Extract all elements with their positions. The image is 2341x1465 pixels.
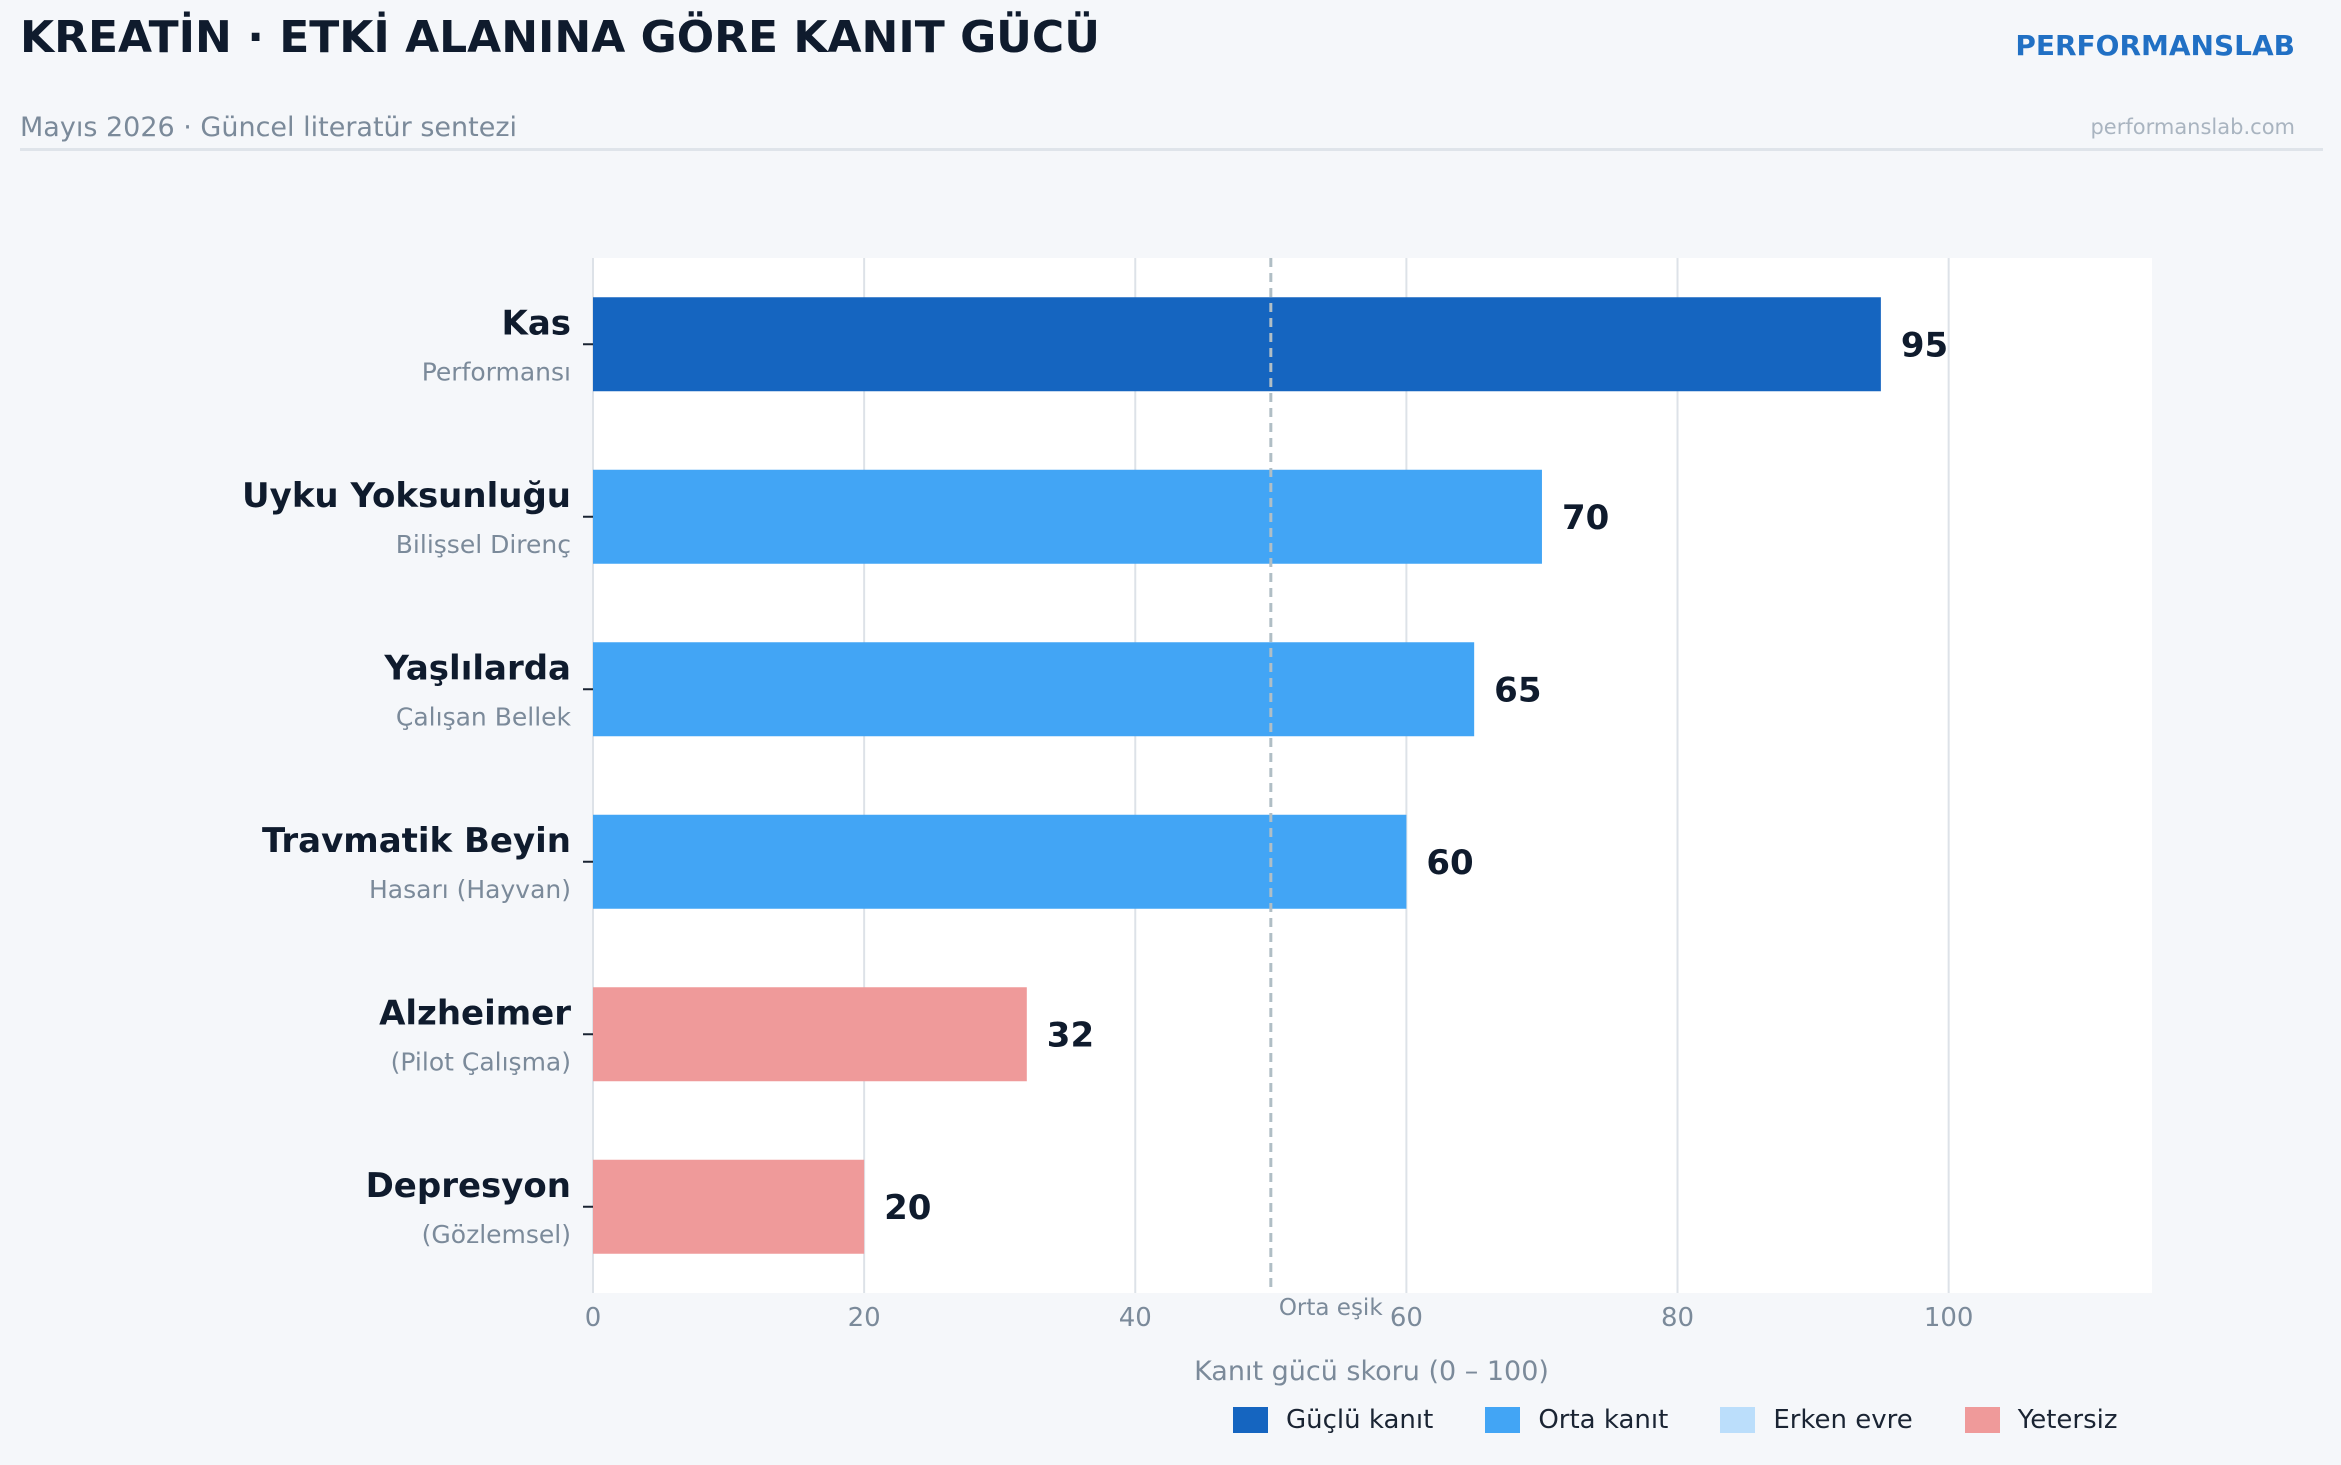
- chart-title: KREATİN · ETKİ ALANINA GÖRE KANIT GÜCÜ: [20, 12, 1100, 63]
- bar-5: [593, 987, 1027, 1082]
- category-sublabel-6: (Gözlemsel): [422, 1220, 571, 1249]
- category-sublabel-4: Hasarı (Hayvan): [369, 875, 571, 904]
- bar-4: [593, 814, 1407, 909]
- x-tick-label-20: 20: [848, 1303, 881, 1333]
- value-label-6: 20: [884, 1188, 931, 1228]
- chart-legend: Güçlü kanıt Orta kanıt Erken evre Yeters…: [1233, 1402, 2118, 1438]
- legend-item-insufficient: Yetersiz: [1964, 1405, 2118, 1435]
- legend-swatch-insufficient: [1964, 1407, 2000, 1433]
- legend-swatch-early: [1720, 1407, 1756, 1433]
- legend-swatch-moderate: [1485, 1407, 1521, 1433]
- brand-logo: PERFORMANSLAB: [2015, 29, 2295, 62]
- x-axis-title: Kanıt gücü skoru (0 – 100): [1194, 1356, 1549, 1387]
- category-label-4: Travmatik Beyin: [262, 821, 571, 861]
- value-label-2: 70: [1562, 498, 1609, 538]
- value-label-3: 65: [1494, 670, 1541, 710]
- threshold-label: Orta eşik: [1279, 1295, 1384, 1321]
- value-label-1: 95: [1901, 325, 1948, 365]
- x-tick-label-60: 60: [1390, 1303, 1423, 1333]
- legend-swatch-strong: [1233, 1407, 1268, 1433]
- x-tick-label-0: 0: [585, 1303, 602, 1333]
- category-label-1: Kas: [501, 303, 571, 343]
- bar-2: [593, 469, 1542, 564]
- category-label-3: Yaşlılarda: [383, 648, 571, 688]
- category-sublabel-3: Çalışan Bellek: [396, 702, 572, 731]
- x-tick-label-100: 100: [1924, 1303, 1974, 1333]
- category-sublabel-1: Performansı: [422, 357, 571, 386]
- value-label-4: 60: [1426, 843, 1473, 883]
- chart-subtitle: Mayıs 2026 · Güncel literatür sentezi: [20, 112, 518, 143]
- legend-label-insufficient: Yetersiz: [2017, 1405, 2118, 1435]
- value-label-5: 32: [1047, 1015, 1094, 1055]
- legend-item-strong: Güçlü kanıt: [1233, 1405, 1433, 1435]
- bar-1: [593, 297, 1881, 392]
- category-label-6: Depresyon: [366, 1166, 571, 1206]
- x-tick-label-80: 80: [1661, 1303, 1694, 1333]
- plot-area: [593, 258, 2152, 1293]
- bar-6: [593, 1159, 865, 1254]
- category-label-5: Alzheimer: [379, 993, 571, 1033]
- bar-3: [593, 642, 1475, 737]
- brand-url: performanslab.com: [2090, 115, 2295, 139]
- category-sublabel-2: Bilişsel Direnç: [396, 530, 571, 559]
- legend-item-early: Erken evre: [1720, 1405, 1913, 1435]
- header-divider: [20, 148, 2323, 151]
- category-label-2: Uyku Yoksunluğu: [242, 476, 571, 516]
- category-sublabel-5: (Pilot Çalışma): [391, 1047, 571, 1076]
- legend-label-moderate: Orta kanıt: [1538, 1405, 1669, 1435]
- legend-item-moderate: Orta kanıt: [1485, 1405, 1668, 1435]
- legend-label-early: Erken evre: [1773, 1405, 1913, 1435]
- x-tick-label-40: 40: [1119, 1303, 1152, 1333]
- legend-label-strong: Güçlü kanıt: [1286, 1405, 1434, 1435]
